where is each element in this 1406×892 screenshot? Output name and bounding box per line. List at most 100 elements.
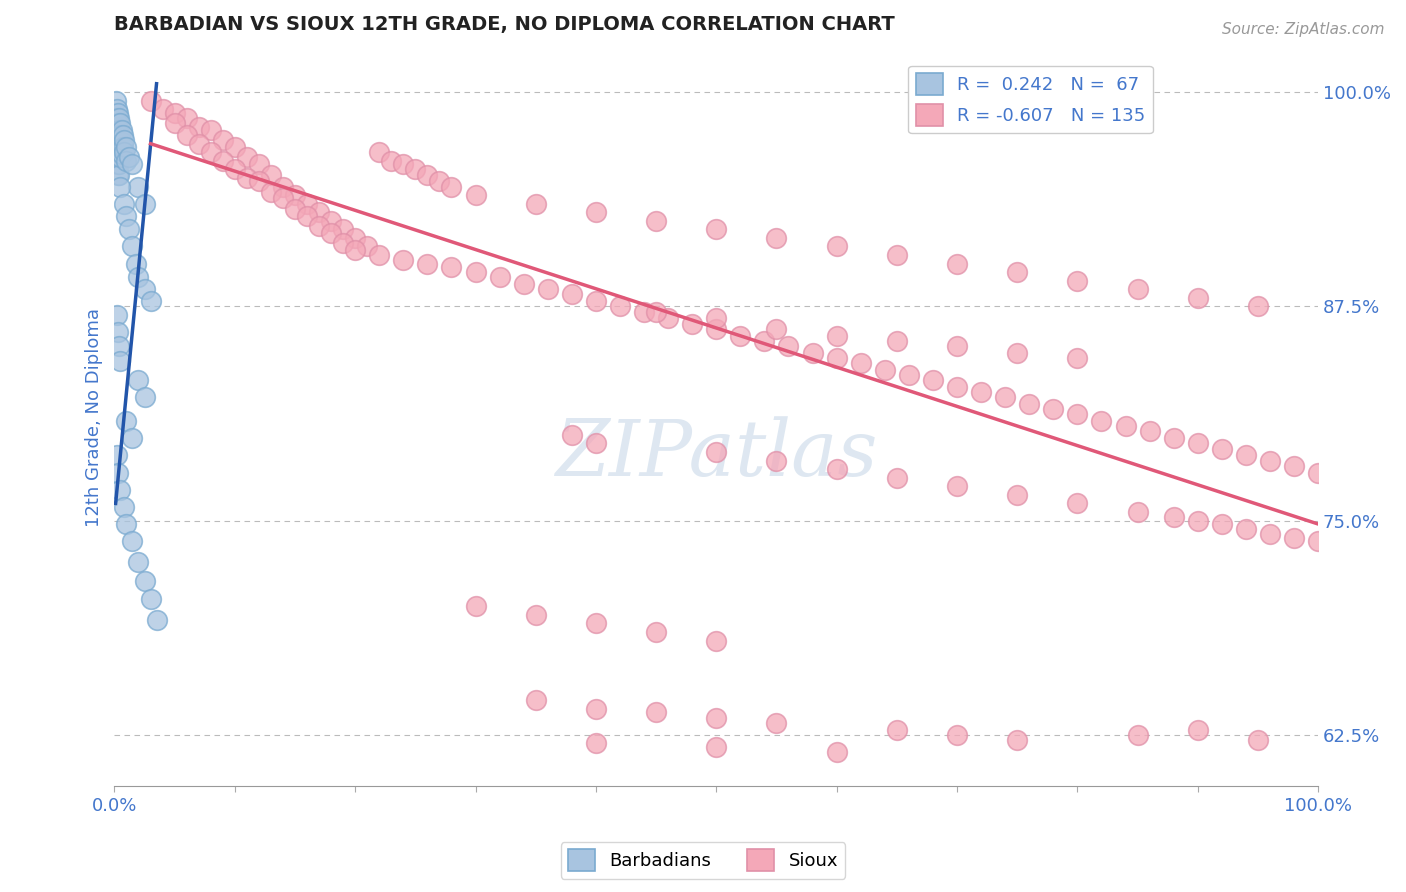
Point xyxy=(110,483,132,497)
Point xyxy=(368,248,391,262)
Point xyxy=(107,127,129,141)
Point xyxy=(127,373,149,387)
Point xyxy=(110,140,132,154)
Point xyxy=(104,120,127,134)
Point xyxy=(121,239,143,253)
Point xyxy=(1187,723,1209,737)
Point xyxy=(1005,265,1028,279)
Point xyxy=(121,431,143,445)
Point xyxy=(247,157,270,171)
Point xyxy=(308,205,330,219)
Point xyxy=(295,196,318,211)
Point xyxy=(825,328,848,343)
Point xyxy=(1126,282,1149,296)
Point xyxy=(825,462,848,476)
Point xyxy=(1308,534,1330,549)
Point xyxy=(284,188,307,202)
Point xyxy=(561,428,583,442)
Point xyxy=(645,624,668,639)
Point xyxy=(110,179,132,194)
Point xyxy=(111,147,134,161)
Point xyxy=(1018,397,1040,411)
Point xyxy=(440,260,463,274)
Point xyxy=(765,322,787,336)
Point xyxy=(765,715,787,730)
Point xyxy=(512,277,534,292)
Point xyxy=(1211,442,1233,456)
Point xyxy=(224,162,246,177)
Point xyxy=(111,128,134,142)
Point xyxy=(110,150,132,164)
Point xyxy=(429,174,451,188)
Point xyxy=(645,706,668,720)
Point xyxy=(127,270,149,285)
Point xyxy=(107,168,129,182)
Point xyxy=(134,390,156,404)
Point xyxy=(200,123,222,137)
Point xyxy=(1187,291,1209,305)
Point xyxy=(105,111,128,125)
Point xyxy=(609,300,631,314)
Point xyxy=(105,149,128,163)
Point xyxy=(1066,351,1088,365)
Point xyxy=(1066,408,1088,422)
Point xyxy=(946,339,969,353)
Point xyxy=(105,449,128,463)
Point xyxy=(108,123,131,137)
Point xyxy=(110,354,132,368)
Point xyxy=(112,145,135,160)
Point xyxy=(704,710,727,724)
Point xyxy=(1211,516,1233,531)
Point xyxy=(1005,488,1028,502)
Point xyxy=(946,257,969,271)
Point xyxy=(681,317,703,331)
Point xyxy=(524,607,547,622)
Point xyxy=(1139,425,1161,439)
Point xyxy=(356,239,378,253)
Point xyxy=(561,287,583,301)
Point xyxy=(1282,531,1305,545)
Point xyxy=(134,282,156,296)
Point xyxy=(704,311,727,326)
Point xyxy=(105,103,128,117)
Point xyxy=(112,500,135,514)
Point xyxy=(585,616,607,631)
Point xyxy=(1308,466,1330,480)
Point xyxy=(104,111,127,125)
Point xyxy=(1066,274,1088,288)
Point xyxy=(765,231,787,245)
Point xyxy=(704,739,727,754)
Point xyxy=(730,328,752,343)
Point xyxy=(332,235,354,250)
Point xyxy=(271,192,294,206)
Point xyxy=(121,534,143,549)
Point xyxy=(368,145,391,160)
Point xyxy=(108,339,131,353)
Point xyxy=(108,111,131,125)
Point xyxy=(224,140,246,154)
Point xyxy=(585,205,607,219)
Point xyxy=(115,516,138,531)
Point xyxy=(111,140,134,154)
Point xyxy=(332,222,354,236)
Point xyxy=(886,248,908,262)
Point xyxy=(524,196,547,211)
Point xyxy=(765,453,787,467)
Y-axis label: 12th Grade, No Diploma: 12th Grade, No Diploma xyxy=(86,309,103,527)
Point xyxy=(145,613,167,627)
Point xyxy=(537,282,560,296)
Point xyxy=(416,168,439,182)
Point xyxy=(104,128,127,142)
Point xyxy=(1126,505,1149,519)
Point xyxy=(110,116,132,130)
Point xyxy=(825,351,848,365)
Point xyxy=(105,140,128,154)
Point xyxy=(105,133,128,147)
Point xyxy=(1282,458,1305,473)
Point xyxy=(440,179,463,194)
Point xyxy=(112,196,135,211)
Point xyxy=(922,373,945,387)
Point xyxy=(825,239,848,253)
Point xyxy=(873,363,896,377)
Point xyxy=(107,116,129,130)
